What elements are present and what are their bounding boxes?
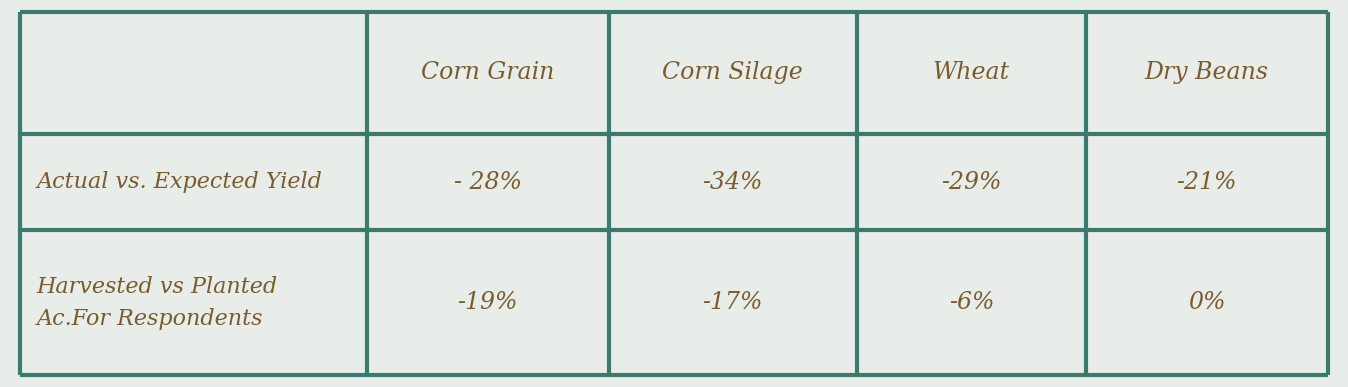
Text: -6%: -6% [949,291,995,314]
Text: -34%: -34% [702,171,763,194]
Text: -29%: -29% [941,171,1002,194]
Text: Wheat: Wheat [933,62,1010,84]
Text: Harvested vs Planted
Ac.For Respondents: Harvested vs Planted Ac.For Respondents [36,276,278,330]
Text: - 28%: - 28% [454,171,522,194]
Text: -21%: -21% [1177,171,1237,194]
Text: 0%: 0% [1188,291,1225,314]
Text: Corn Silage: Corn Silage [662,62,803,84]
Text: Corn Grain: Corn Grain [421,62,554,84]
Text: Dry Beans: Dry Beans [1144,62,1268,84]
Text: -19%: -19% [457,291,518,314]
Text: -17%: -17% [702,291,763,314]
Text: Actual vs. Expected Yield: Actual vs. Expected Yield [36,171,322,193]
